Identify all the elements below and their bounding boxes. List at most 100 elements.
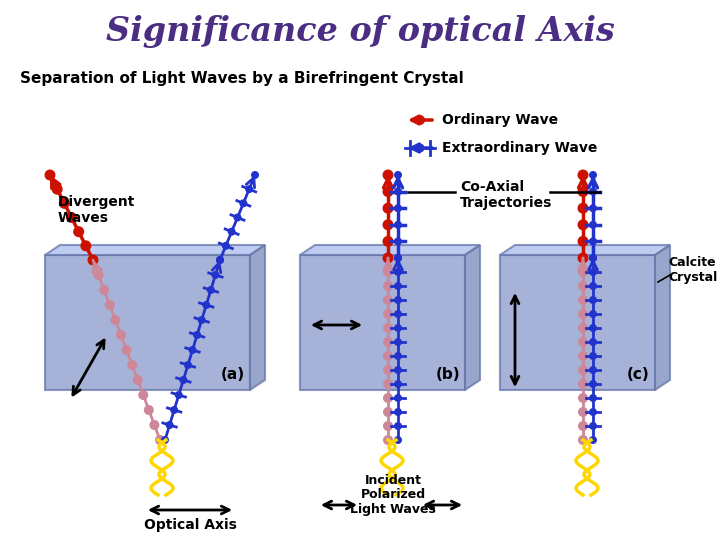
Text: Extraordinary Wave: Extraordinary Wave <box>442 141 598 155</box>
Polygon shape <box>45 245 265 255</box>
Circle shape <box>578 323 588 333</box>
Text: Divergent
Waves: Divergent Waves <box>58 195 135 225</box>
Circle shape <box>394 204 402 212</box>
Circle shape <box>589 422 597 430</box>
Circle shape <box>578 407 588 417</box>
Circle shape <box>394 436 402 444</box>
Circle shape <box>578 393 588 403</box>
Circle shape <box>394 352 402 360</box>
Circle shape <box>81 240 91 251</box>
Polygon shape <box>465 245 480 390</box>
Circle shape <box>383 393 393 403</box>
Circle shape <box>415 115 425 125</box>
Circle shape <box>578 267 588 277</box>
Circle shape <box>99 285 109 295</box>
Circle shape <box>193 331 201 339</box>
Circle shape <box>382 253 394 264</box>
Circle shape <box>88 254 99 266</box>
Circle shape <box>394 187 402 195</box>
Circle shape <box>383 309 393 319</box>
Circle shape <box>228 228 235 235</box>
Polygon shape <box>500 245 670 255</box>
Circle shape <box>116 330 126 340</box>
Text: Incident
Polarized
Light Waves: Incident Polarized Light Waves <box>350 474 436 516</box>
Circle shape <box>382 186 394 197</box>
Circle shape <box>589 187 597 195</box>
Circle shape <box>589 254 597 262</box>
Circle shape <box>578 351 588 361</box>
Polygon shape <box>300 245 480 255</box>
Circle shape <box>577 170 588 180</box>
Circle shape <box>394 338 402 346</box>
Circle shape <box>578 435 588 445</box>
Text: Separation of Light Waves by a Birefringent Crystal: Separation of Light Waves by a Birefring… <box>20 71 464 85</box>
Circle shape <box>394 366 402 374</box>
Circle shape <box>382 202 394 214</box>
Circle shape <box>577 186 588 197</box>
Circle shape <box>589 352 597 360</box>
Circle shape <box>383 337 393 347</box>
Circle shape <box>110 315 120 325</box>
Circle shape <box>589 254 597 262</box>
Circle shape <box>589 296 597 304</box>
Circle shape <box>170 406 178 414</box>
Text: (c): (c) <box>627 367 650 382</box>
Circle shape <box>175 391 183 399</box>
Circle shape <box>577 219 588 230</box>
Circle shape <box>589 324 597 332</box>
Circle shape <box>577 236 588 247</box>
Circle shape <box>578 309 588 319</box>
Circle shape <box>589 171 597 179</box>
Circle shape <box>589 268 597 276</box>
Circle shape <box>138 390 148 400</box>
Circle shape <box>161 436 169 444</box>
Circle shape <box>578 295 588 305</box>
Circle shape <box>239 199 248 207</box>
Circle shape <box>578 379 588 389</box>
Circle shape <box>394 394 402 402</box>
Circle shape <box>216 256 224 264</box>
Circle shape <box>150 420 159 430</box>
Circle shape <box>122 345 132 355</box>
Circle shape <box>198 316 206 324</box>
Circle shape <box>222 242 230 250</box>
Circle shape <box>45 170 55 180</box>
Circle shape <box>383 323 393 333</box>
Circle shape <box>382 236 394 247</box>
Circle shape <box>383 379 393 389</box>
Circle shape <box>166 421 174 429</box>
Circle shape <box>578 421 588 431</box>
Circle shape <box>383 365 393 375</box>
Text: Co-Axial
Trajectories: Co-Axial Trajectories <box>460 180 552 210</box>
Circle shape <box>52 184 63 194</box>
Circle shape <box>184 361 192 369</box>
Circle shape <box>382 219 394 230</box>
Circle shape <box>94 270 104 280</box>
FancyBboxPatch shape <box>300 255 465 390</box>
Circle shape <box>394 238 402 245</box>
Circle shape <box>394 282 402 290</box>
Circle shape <box>394 221 402 229</box>
Circle shape <box>383 281 393 291</box>
Circle shape <box>589 408 597 416</box>
Circle shape <box>383 253 393 263</box>
Polygon shape <box>250 245 265 390</box>
Circle shape <box>202 301 210 309</box>
Circle shape <box>144 405 154 415</box>
Circle shape <box>394 310 402 318</box>
FancyBboxPatch shape <box>500 255 655 390</box>
Circle shape <box>577 253 588 264</box>
Text: Optical Axis: Optical Axis <box>143 518 236 532</box>
FancyBboxPatch shape <box>45 255 250 390</box>
Circle shape <box>394 380 402 388</box>
Circle shape <box>589 238 597 245</box>
Polygon shape <box>655 245 670 390</box>
Circle shape <box>589 310 597 318</box>
Circle shape <box>589 338 597 346</box>
Circle shape <box>578 281 588 291</box>
Circle shape <box>59 198 70 209</box>
Circle shape <box>383 295 393 305</box>
Circle shape <box>383 407 393 417</box>
Circle shape <box>251 171 259 179</box>
Circle shape <box>578 253 588 263</box>
